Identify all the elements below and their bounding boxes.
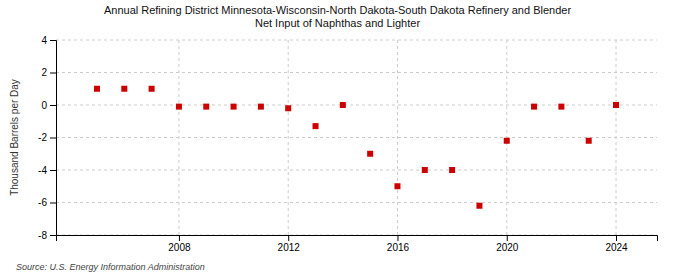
y-axis: -8 -6 -4 -2 0 2 4 xyxy=(38,35,56,241)
point xyxy=(231,104,237,110)
point xyxy=(613,102,619,108)
tick-label: -6 xyxy=(38,197,47,208)
tick-mark xyxy=(616,235,617,241)
point xyxy=(531,104,537,110)
source: Source: U.S. Energy Information Administ… xyxy=(16,262,205,272)
grid-line xyxy=(56,202,657,203)
tick: 0 xyxy=(41,100,56,111)
point xyxy=(558,104,564,110)
chart: Annual Refining District Minnesota-Wisco… xyxy=(0,0,675,275)
point xyxy=(394,183,400,189)
tick-label: 2012 xyxy=(278,242,301,253)
tick-label: -4 xyxy=(38,165,47,176)
tick: 2016 xyxy=(387,235,410,253)
tick-label: 2024 xyxy=(605,242,628,253)
point xyxy=(94,86,100,92)
tick: 2008 xyxy=(168,235,191,253)
tick-label: 0 xyxy=(41,100,47,111)
grid-line xyxy=(56,40,657,41)
tick-mark xyxy=(50,73,56,74)
tick-mark xyxy=(50,170,56,171)
grid-line xyxy=(288,40,289,235)
point xyxy=(203,104,209,110)
point xyxy=(285,105,291,111)
plot: 2008 2012 2016 2020 2024 -8 -6 -4 -2 0 2 4 Thousand … xyxy=(9,35,658,253)
point xyxy=(367,151,373,157)
grid-line xyxy=(506,40,507,235)
grid-line xyxy=(56,72,657,73)
point xyxy=(149,86,155,92)
point xyxy=(422,167,428,173)
tick-mark xyxy=(507,235,508,241)
grid-line xyxy=(616,40,617,235)
grid-line xyxy=(56,105,657,106)
point xyxy=(340,102,346,108)
tick-mark xyxy=(50,105,56,106)
grid-line xyxy=(178,40,179,235)
tick-label: -2 xyxy=(38,132,47,143)
tick-label: 2 xyxy=(41,67,47,78)
point xyxy=(504,138,510,144)
tick-mark xyxy=(179,235,180,241)
point xyxy=(176,104,182,110)
tick: 2012 xyxy=(278,235,301,253)
y-axis-label: Thousand Barrels per Day xyxy=(9,79,20,196)
point xyxy=(258,104,264,110)
point xyxy=(121,86,127,92)
axis-line xyxy=(50,41,57,236)
tick-label: 4 xyxy=(41,35,47,46)
grid-line xyxy=(56,170,657,171)
tick: 2020 xyxy=(496,235,519,253)
x-axis: 2008 2012 2016 2020 2024 xyxy=(57,235,658,253)
axis-line xyxy=(57,236,658,242)
tick: -2 xyxy=(38,132,56,143)
tick-mark xyxy=(288,235,289,241)
tick: 2024 xyxy=(605,235,628,253)
grid-line xyxy=(56,137,657,138)
tick-mark xyxy=(50,235,56,236)
tick-label: 2020 xyxy=(496,242,519,253)
tick: 4 xyxy=(41,35,56,46)
tick-mark xyxy=(397,235,398,241)
tick-mark xyxy=(50,138,56,139)
title: Annual Refining District Minnesota-Wisco… xyxy=(104,4,571,29)
tick-label: 2008 xyxy=(168,242,191,253)
point xyxy=(313,123,319,129)
points xyxy=(94,86,619,209)
grid-line xyxy=(397,40,398,235)
point xyxy=(449,167,455,173)
point xyxy=(586,138,592,144)
tick: -6 xyxy=(38,197,56,208)
tick: -8 xyxy=(38,230,56,241)
tick-mark xyxy=(50,203,56,204)
tick: 2 xyxy=(41,67,56,78)
tick-mark xyxy=(50,40,56,41)
grid xyxy=(56,40,657,235)
tick-label: 2016 xyxy=(387,242,410,253)
tick-label: -8 xyxy=(38,230,47,241)
tick: -4 xyxy=(38,165,56,176)
point xyxy=(476,203,482,209)
